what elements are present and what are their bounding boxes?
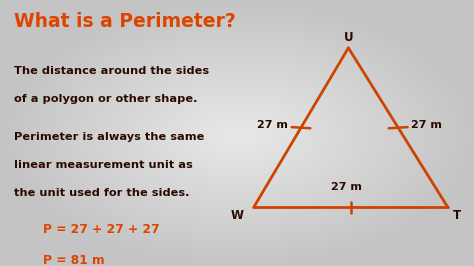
Text: U: U <box>344 31 353 44</box>
Text: What is a Perimeter?: What is a Perimeter? <box>14 12 236 31</box>
Text: 27 m: 27 m <box>257 120 288 130</box>
Text: W: W <box>231 209 244 222</box>
Text: of a polygon or other shape.: of a polygon or other shape. <box>14 94 198 105</box>
Text: P = 81 m: P = 81 m <box>43 254 104 266</box>
Text: P = 27 + 27 + 27: P = 27 + 27 + 27 <box>43 223 159 236</box>
Text: T: T <box>453 209 461 222</box>
Text: The distance around the sides: The distance around the sides <box>14 66 210 77</box>
Text: linear measurement unit as: linear measurement unit as <box>14 160 193 170</box>
Text: the unit used for the sides.: the unit used for the sides. <box>14 188 190 198</box>
Text: 27 m: 27 m <box>330 181 362 192</box>
Text: 27 m: 27 m <box>411 120 442 130</box>
Text: Tutors.com: Tutors.com <box>413 252 467 262</box>
Text: Perimeter is always the same: Perimeter is always the same <box>14 132 205 142</box>
